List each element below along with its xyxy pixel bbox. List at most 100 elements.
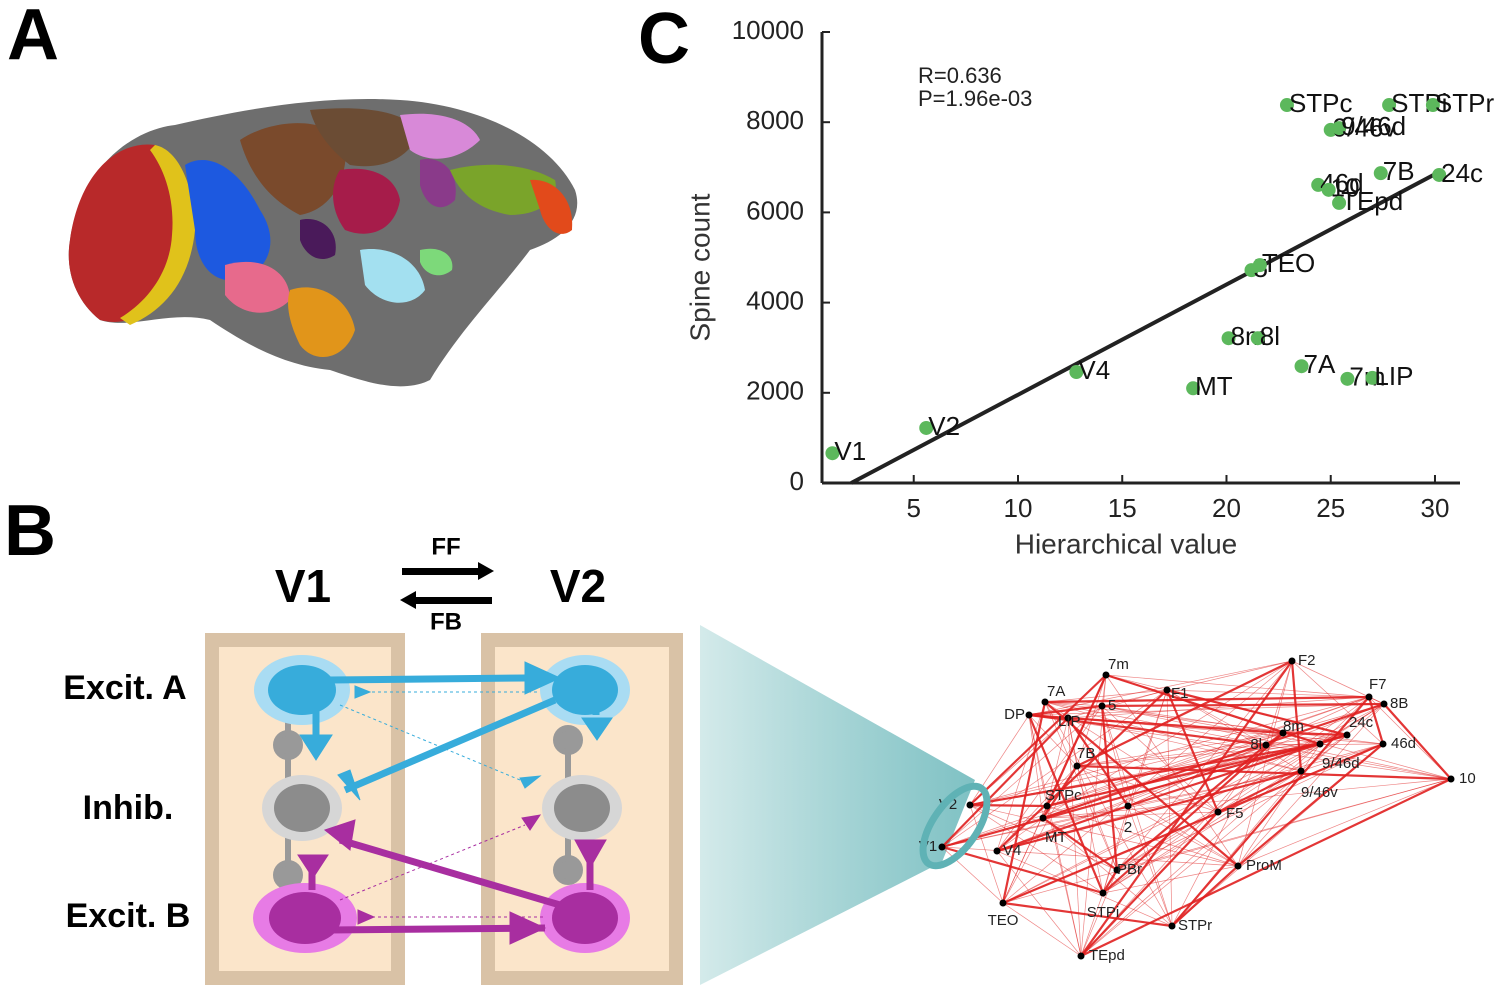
node-label: MT: [1045, 829, 1067, 846]
point: [1332, 195, 1347, 210]
network-edge: [1217, 770, 1302, 813]
network-edge: [1042, 743, 1321, 819]
network-edge: [1282, 731, 1348, 737]
y-tick-label: 4000: [746, 285, 804, 315]
network-edge: [1076, 764, 1452, 781]
network-edge: [941, 845, 1104, 895]
panel-label: B: [4, 491, 56, 571]
network-node: [1279, 729, 1287, 737]
network-edge: [1028, 704, 1103, 717]
zoom-cone: [700, 625, 975, 985]
network-edge: [1102, 734, 1348, 894]
network-edge: [1127, 744, 1267, 807]
network-node: [1041, 698, 1049, 706]
network-node: [1043, 802, 1051, 810]
y-tick-label: 8000: [746, 105, 804, 135]
network-edge: [996, 689, 1168, 852]
network-edge: [1042, 702, 1385, 820]
network-node: [1099, 889, 1107, 897]
network-edge: [1127, 805, 1239, 867]
network-node: [1380, 700, 1388, 708]
y-tick-label: 6000: [746, 195, 804, 225]
point: [1321, 182, 1336, 197]
node-label: 2: [1124, 819, 1132, 836]
network-edge: [1101, 674, 1107, 707]
point: [1365, 370, 1380, 385]
network-edge: [1028, 714, 1384, 745]
node-label: PBr: [1117, 861, 1142, 878]
point-label: V1: [834, 436, 866, 466]
node-label: 9/46v: [1301, 784, 1338, 801]
network-edge: [1101, 660, 1293, 707]
point-label: 8l: [1260, 321, 1280, 351]
network-edge: [1383, 703, 1452, 780]
network-node: [999, 899, 1007, 907]
network-node: [993, 847, 1001, 855]
network-node: [1168, 922, 1176, 930]
network-edge: [1028, 714, 1452, 780]
network-edge: [1237, 778, 1452, 867]
network-node: [1025, 711, 1033, 719]
network-edge: [1265, 660, 1293, 746]
network-edge: [1046, 696, 1370, 807]
network-node: [1262, 741, 1270, 749]
node-label: V4: [1003, 842, 1021, 859]
network-node: [1064, 714, 1072, 722]
network-edge: [1105, 674, 1370, 698]
point-label: V4: [1078, 355, 1110, 385]
network-edge: [996, 817, 1044, 852]
network-edge: [1067, 717, 1082, 957]
population-label: Excit. A: [63, 669, 186, 707]
network-node: [1316, 740, 1324, 748]
pathway-label: FF: [431, 533, 460, 560]
point: [1340, 371, 1355, 386]
node-label: STPi: [1087, 904, 1120, 921]
network-edge: [1002, 902, 1082, 957]
node-label: 24c: [1349, 714, 1374, 731]
node-label: 8B: [1390, 695, 1408, 712]
network-edge: [1102, 869, 1118, 894]
node-label: STPc: [1045, 787, 1082, 804]
point-label: 24c: [1441, 158, 1483, 188]
network-edge: [1367, 696, 1385, 745]
point-label: STPr: [1435, 88, 1495, 118]
network-node: [1073, 762, 1081, 770]
point: [1186, 381, 1201, 396]
brain: [68, 99, 578, 387]
network-edge: [1265, 744, 1452, 780]
annotation: P=1.96e-03: [918, 86, 1032, 111]
network-node: [1077, 952, 1085, 960]
node-label: F2: [1298, 652, 1316, 669]
node-label: 7m: [1108, 656, 1129, 673]
network-edge: [1042, 817, 1173, 927]
network-edge: [996, 701, 1046, 852]
node-label: 46d: [1391, 735, 1416, 752]
network-edge: [1116, 660, 1293, 871]
network-edge: [1046, 805, 1239, 867]
network-edge: [1217, 743, 1384, 813]
network-node: [1124, 802, 1132, 810]
point: [1373, 166, 1388, 181]
point: [1425, 98, 1440, 113]
network-edge: [1027, 714, 1105, 894]
point: [1432, 167, 1447, 182]
network-edge: [1127, 696, 1370, 807]
node-label: F5: [1226, 805, 1244, 822]
network-edge: [1080, 660, 1293, 957]
node-label: 7B: [1077, 745, 1095, 762]
point-label: STPc: [1289, 88, 1353, 118]
x-tick-label: 5: [907, 493, 921, 523]
node-label: F1: [1171, 685, 1189, 702]
point: [1382, 98, 1397, 113]
network-node: [1039, 814, 1047, 822]
area-label: V2: [550, 560, 606, 612]
network-edge: [996, 765, 1078, 852]
network-edge: [1028, 714, 1078, 767]
network-edge: [1028, 714, 1044, 819]
network-edge: [1166, 689, 1267, 746]
panel-label: A: [7, 0, 59, 75]
highlight-ellipse: [919, 782, 991, 870]
network-edge: [1265, 743, 1321, 746]
point: [1252, 258, 1267, 273]
network-edge: [1100, 705, 1119, 871]
